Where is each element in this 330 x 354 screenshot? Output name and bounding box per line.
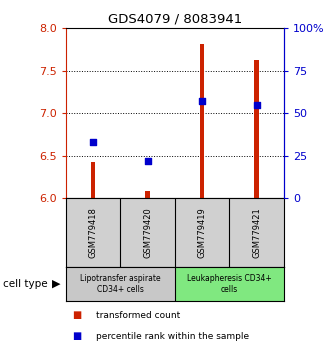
Point: [145, 158, 150, 164]
Bar: [200, 44, 204, 198]
Bar: [254, 60, 259, 198]
Text: percentile rank within the sample: percentile rank within the sample: [96, 332, 249, 341]
Text: Lipotransfer aspirate
CD34+ cells: Lipotransfer aspirate CD34+ cells: [80, 274, 161, 294]
Text: ▶: ▶: [52, 279, 60, 289]
Text: GSM779421: GSM779421: [252, 207, 261, 258]
Bar: [91, 162, 95, 198]
Text: cell type: cell type: [3, 279, 48, 289]
Text: transformed count: transformed count: [96, 310, 180, 320]
Bar: [175, 267, 284, 301]
Text: Leukapheresis CD34+
cells: Leukapheresis CD34+ cells: [187, 274, 272, 294]
Title: GDS4079 / 8083941: GDS4079 / 8083941: [108, 13, 242, 26]
Point: [254, 102, 259, 108]
Bar: [146, 192, 150, 198]
Text: GSM779418: GSM779418: [89, 207, 98, 258]
Point: [199, 98, 205, 104]
Text: ■: ■: [73, 310, 82, 320]
Text: GSM779420: GSM779420: [143, 207, 152, 258]
Text: GSM779419: GSM779419: [198, 207, 207, 258]
Text: ■: ■: [73, 331, 82, 341]
Point: [90, 139, 96, 145]
Bar: [66, 267, 175, 301]
